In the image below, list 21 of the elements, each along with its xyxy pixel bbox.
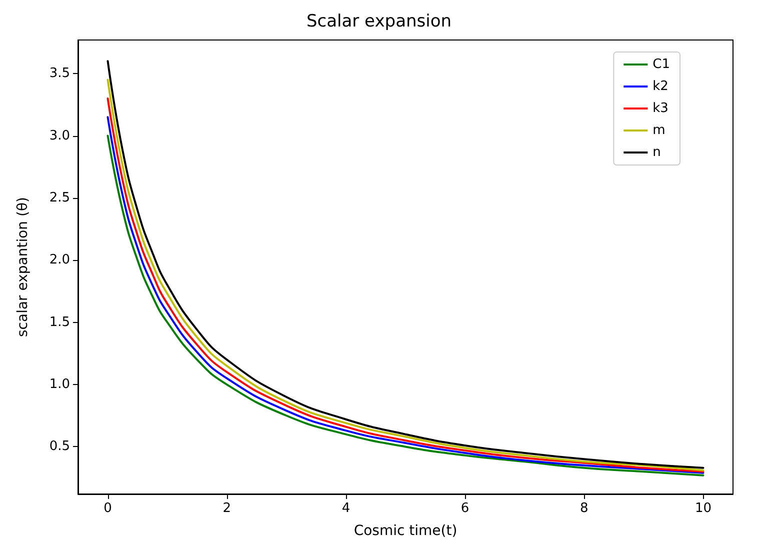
x-tick-label: 2 (222, 501, 232, 516)
legend-label: k2 (652, 79, 668, 94)
y-tick-label: 1.0 (49, 377, 70, 392)
legend-label: m (652, 123, 666, 138)
legend-label: k3 (652, 101, 668, 116)
y-tick-label: 3.5 (49, 66, 70, 82)
y-axis-title: scalar expantion (θ) (15, 197, 31, 337)
legend-label: C1 (652, 57, 670, 72)
y-tick-label: 0.5 (49, 439, 70, 454)
x-tick-label: 8 (580, 501, 588, 516)
x-tick-label: 4 (342, 501, 350, 516)
y-tick-label: 2.0 (49, 252, 70, 268)
chart-title: Scalar expansion (306, 12, 452, 32)
x-axis-title: Cosmic time(t) (354, 523, 458, 539)
x-tick-label: 0 (104, 501, 112, 516)
x-tick-label: 6 (460, 501, 470, 516)
y-tick-label: 1.5 (49, 314, 70, 330)
y-tick-label: 3.0 (49, 128, 70, 144)
x-tick-label: 10 (694, 501, 712, 516)
y-tick-label: 2.5 (49, 190, 70, 206)
legend-label: n (652, 145, 661, 160)
